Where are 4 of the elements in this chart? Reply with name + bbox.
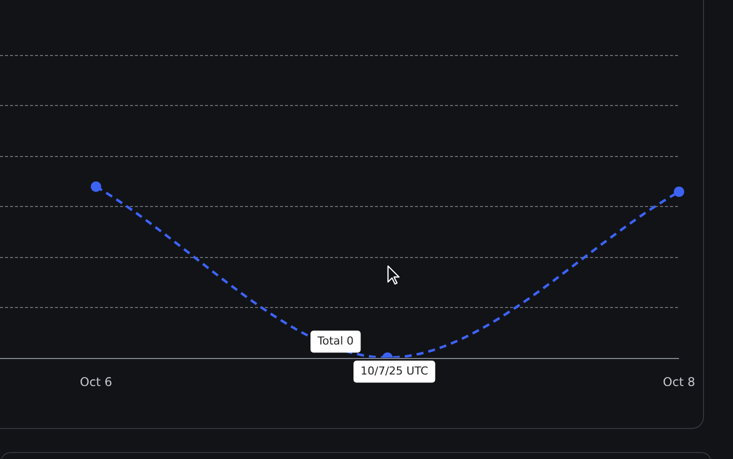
x-tick-label: Oct 6 <box>80 374 112 389</box>
x-tick-label: Oct 8 <box>662 374 696 389</box>
text: 10/7/25 UTC <box>360 364 429 378</box>
annotation: Total 0 <box>316 334 354 348</box>
